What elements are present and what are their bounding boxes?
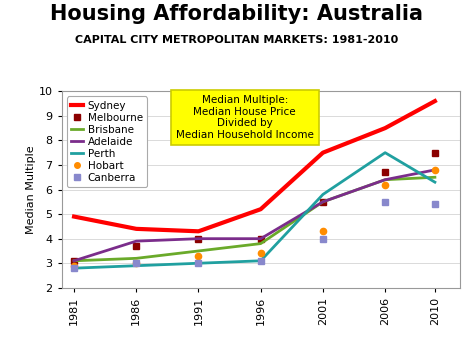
Hobart (258, 251, 264, 256)
Perth (196, 261, 201, 265)
Adelaide (258, 237, 264, 241)
Perth (382, 151, 388, 155)
Perth (432, 180, 438, 184)
Hobart (432, 168, 438, 172)
Melbourne (258, 237, 264, 241)
Perth (71, 266, 77, 270)
Canberra (320, 237, 326, 241)
Hobart (133, 261, 139, 265)
Brisbane (71, 259, 77, 263)
Sydney (320, 151, 326, 155)
Line: Brisbane: Brisbane (74, 177, 435, 261)
Sydney (196, 229, 201, 233)
Line: Sydney: Sydney (74, 101, 435, 231)
Melbourne (382, 170, 388, 174)
Adelaide (320, 200, 326, 204)
Brisbane (133, 256, 139, 260)
Melbourne (133, 244, 139, 248)
Brisbane (258, 241, 264, 246)
Brisbane (320, 200, 326, 204)
Melbourne (320, 200, 326, 204)
Canberra (196, 261, 201, 265)
Perth (133, 264, 139, 268)
Sydney (133, 227, 139, 231)
Line: Hobart: Hobart (71, 167, 438, 269)
Line: Perth: Perth (74, 153, 435, 268)
Sydney (71, 214, 77, 219)
Perth (320, 192, 326, 197)
Sydney (258, 207, 264, 211)
Melbourne (432, 151, 438, 155)
Brisbane (432, 175, 438, 179)
Canberra (71, 266, 77, 270)
Line: Canberra: Canberra (71, 199, 438, 271)
Sydney (432, 99, 438, 103)
Hobart (196, 254, 201, 258)
Text: Median Multiple:
Median House Price
Divided by
Median Household Income: Median Multiple: Median House Price Divi… (176, 95, 314, 140)
Hobart (71, 264, 77, 268)
Text: CAPITAL CITY METROPOLITAN MARKETS: 1981-2010: CAPITAL CITY METROPOLITAN MARKETS: 1981-… (75, 35, 399, 45)
Line: Melbourne: Melbourne (71, 150, 438, 264)
Sydney (382, 126, 388, 130)
Melbourne (196, 237, 201, 241)
Canberra (133, 261, 139, 265)
Hobart (382, 183, 388, 187)
Brisbane (196, 249, 201, 253)
Adelaide (133, 239, 139, 243)
Canberra (432, 202, 438, 206)
Melbourne (71, 259, 77, 263)
Perth (258, 259, 264, 263)
Text: Housing Affordability: Australia: Housing Affordability: Australia (51, 4, 423, 24)
Canberra (258, 259, 264, 263)
Canberra (382, 200, 388, 204)
Hobart (320, 229, 326, 233)
Brisbane (382, 178, 388, 182)
Line: Adelaide: Adelaide (74, 170, 435, 261)
Y-axis label: Median Multiple: Median Multiple (26, 145, 36, 234)
Adelaide (382, 178, 388, 182)
Adelaide (196, 237, 201, 241)
Legend: Sydney, Melbourne, Brisbane, Adelaide, Perth, Hobart, Canberra: Sydney, Melbourne, Brisbane, Adelaide, P… (67, 97, 147, 187)
Adelaide (432, 168, 438, 172)
Adelaide (71, 259, 77, 263)
